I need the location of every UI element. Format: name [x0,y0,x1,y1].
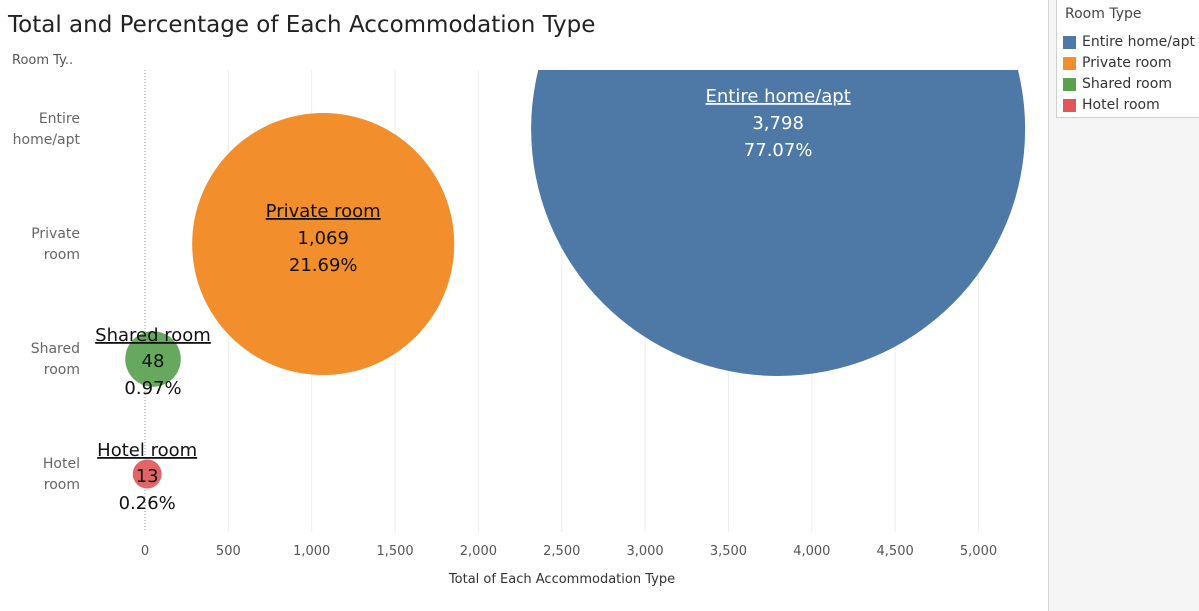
legend-swatch [1063,35,1076,49]
x-tick-label: 1,500 [376,544,413,559]
bubble-percent-label: 21.69% [289,255,358,276]
rows-header: Room Ty.. [12,53,74,68]
x-tick-label: 3,500 [710,544,747,559]
legend-label: Private room [1082,55,1172,71]
row-label: room [44,362,80,378]
bubble-value-label: 1,069 [297,228,349,249]
x-tick-label: 0 [141,544,149,559]
legend-swatch [1063,56,1076,70]
legend-item-private-room[interactable]: Private room [1063,54,1171,72]
x-axis-label: Total of Each Accommodation Type [448,572,675,587]
legend-label: Entire home/apt [1082,34,1195,50]
bubble-private-room[interactable] [192,112,455,376]
legend-label: Hotel room [1082,97,1160,113]
row-label: Private [31,226,80,242]
chart-title: Total and Percentage of Each Accommodati… [8,12,596,38]
x-tick-label: 3,000 [626,544,663,559]
bubble-layer: Entire home/apt 3,798 77.07% Private room 1,… [95,0,1026,514]
x-tick-label: 2,000 [460,544,497,559]
bubble-value-label: 48 [142,351,165,372]
legend-item-shared-room[interactable]: Shared room [1063,75,1172,93]
row-label-layer: Entire home/apt Private room Shared room Hotel… [13,111,81,493]
row-label: Hotel [43,456,80,472]
legend-panel: Room Type Entire home/apt Private room S… [1048,0,1199,611]
x-tick-label: 500 [216,544,241,559]
legend: Room Type Entire home/apt Private room S… [1056,0,1199,118]
row-label: home/apt [13,132,81,148]
bubble-hotel-room[interactable] [132,459,162,489]
bubble-name-label: Entire home/apt [706,86,851,107]
legend-label: Shared room [1082,76,1172,92]
bubble-percent-label: 77.07% [744,140,813,161]
legend-title: Room Type [1065,6,1142,22]
row-label: Entire [39,111,80,127]
bubble-entire-home-apt[interactable] [531,0,1026,376]
legend-swatch [1063,98,1076,112]
bubble-name-label: Shared room [95,325,211,346]
legend-swatch [1063,77,1076,91]
row-label: Shared [31,341,80,357]
tick-label-layer: 0 500 1,000 1,500 2,000 2,500 3,000 3,500 4,000 4… [141,544,997,559]
x-tick-label: 4,500 [877,544,914,559]
row-label: room [44,477,80,493]
x-tick-label: 4,000 [793,544,830,559]
bubble-percent-label: 0.26% [119,493,176,514]
bubble-name-label: Hotel room [97,440,197,461]
legend-item-hotel-room[interactable]: Hotel room [1063,96,1160,114]
row-label: room [44,247,80,263]
x-tick-label: 5,000 [960,544,997,559]
bubble-chart: Entire home/apt 3,798 77.07% Private room 1,… [13,0,1026,587]
bubble-value-label: 13 [136,466,159,487]
legend-item-entire-home[interactable]: Entire home/apt [1063,33,1195,51]
bubble-percent-label: 0.97% [124,378,181,399]
x-tick-label: 2,500 [543,544,580,559]
bubble-name-label: Private room [266,201,381,222]
bubble-shared-room[interactable] [125,331,181,387]
x-tick-label: 1,000 [293,544,330,559]
bubble-value-label: 3,798 [752,113,804,134]
